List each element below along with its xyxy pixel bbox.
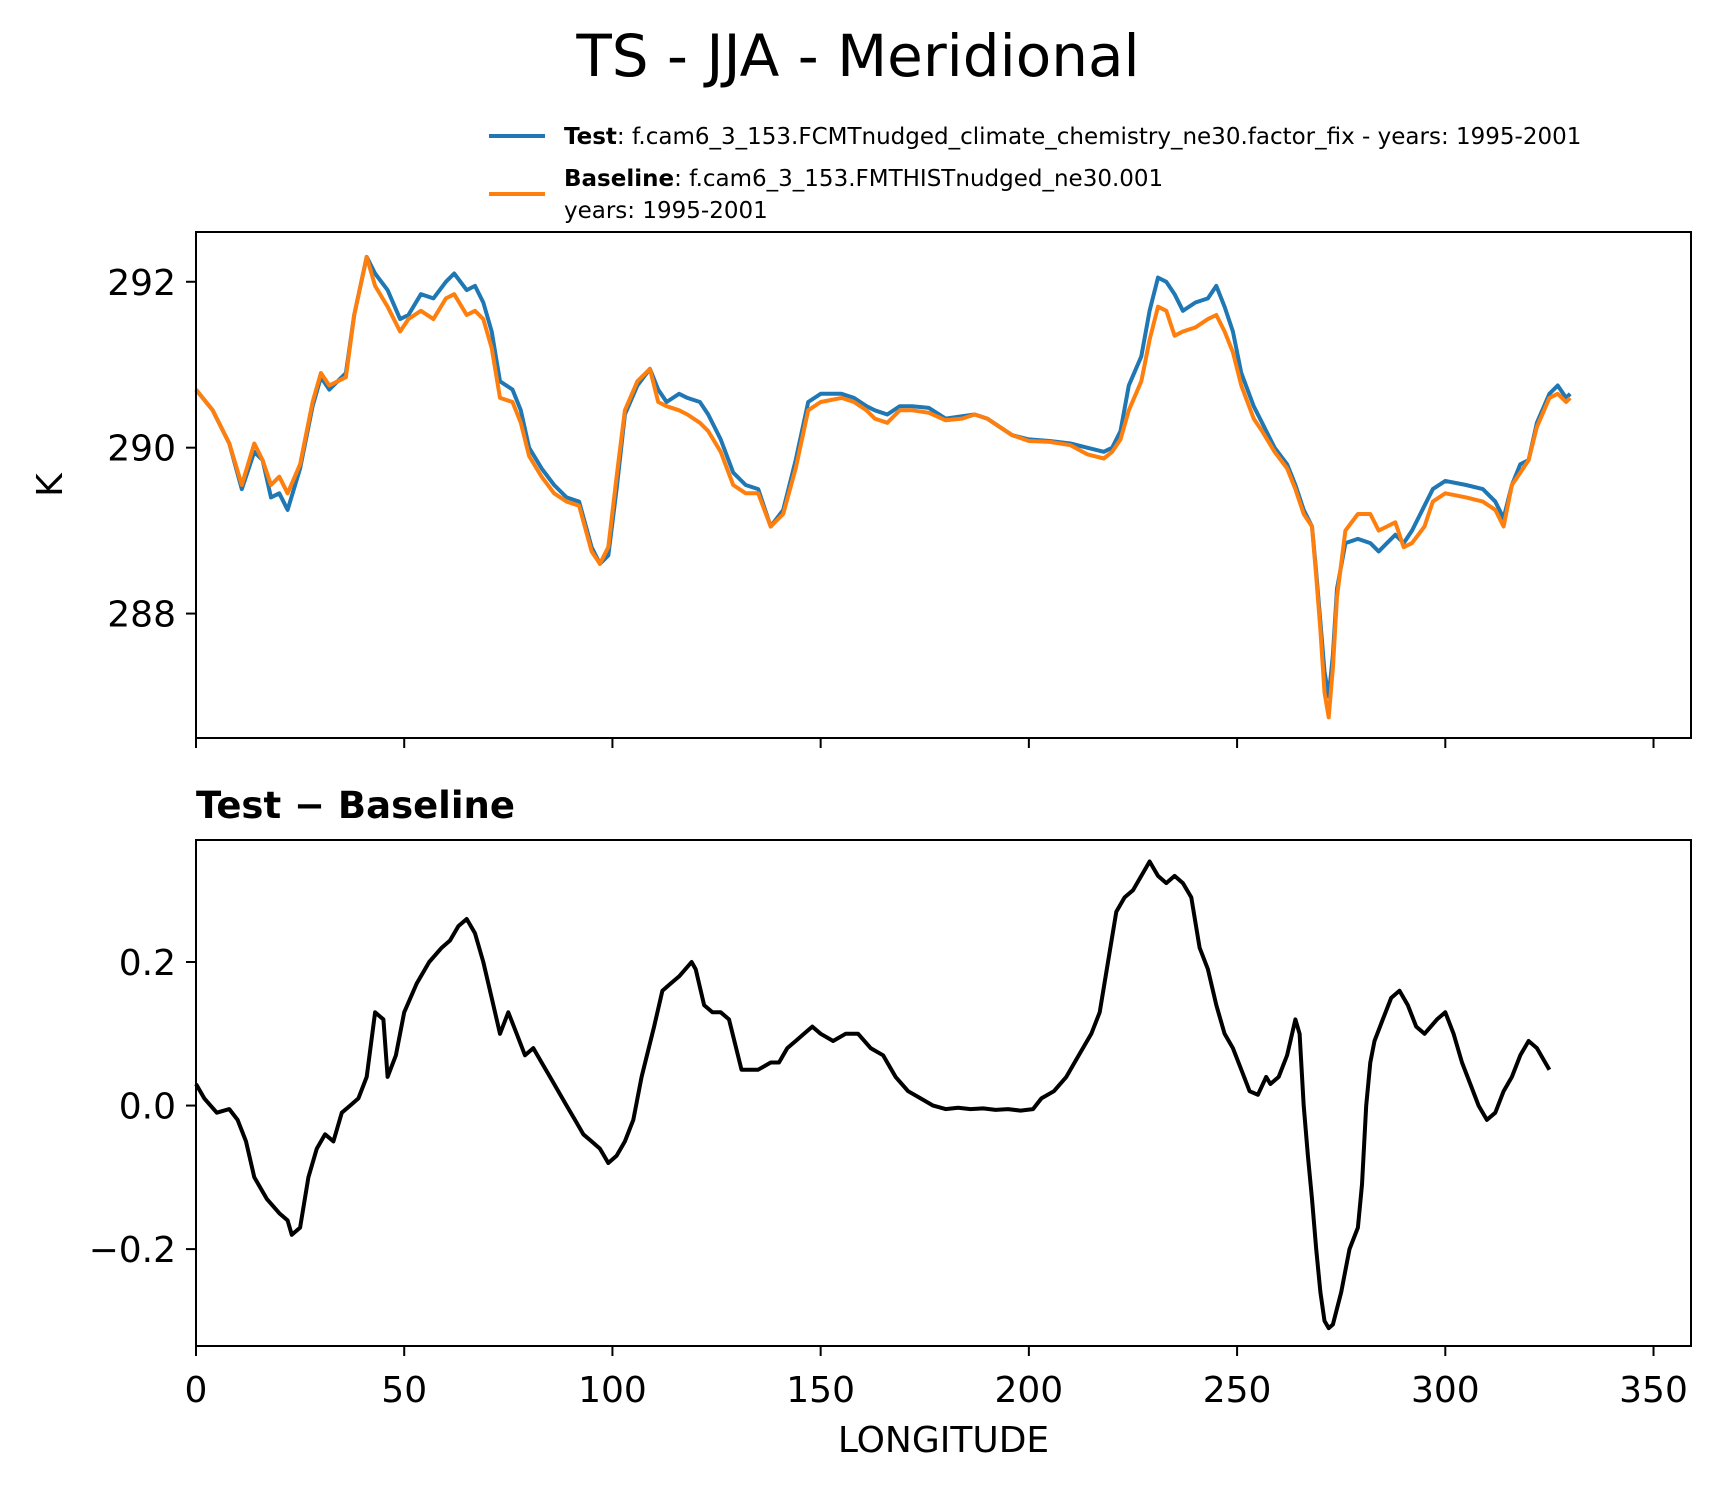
legend-baseline-name: Baseline (564, 166, 674, 192)
top-panel: 288 290 292 K (30, 231, 1692, 748)
panel-title: Test − Baseline (196, 784, 515, 827)
x-tick-label: 250 (1203, 1370, 1272, 1411)
series-line-difference (194, 859, 1552, 1331)
y-tick-label: 0.0 (119, 1087, 176, 1128)
difference-panel: −0.2 0.0 0.2 0 50 100 150 200 250 300 350 LONGITUDE… (89, 784, 1692, 1461)
x-tick-label: 200 (995, 1370, 1064, 1411)
x-tick-label: 100 (578, 1370, 647, 1411)
y-tick-label: 288 (107, 595, 176, 636)
x-tick-label: 50 (381, 1370, 427, 1411)
y-tick-label: 292 (107, 263, 176, 304)
x-axis-label: LONGITUDE (838, 1420, 1049, 1461)
y-axis-label: K (30, 472, 71, 497)
y-tick-label: 290 (107, 429, 176, 470)
x-tick-label: 350 (1619, 1370, 1688, 1411)
legend: Test: f.cam6_3_153.FCMTnudged_climate_ch… (489, 124, 1581, 224)
x-tick-label: 300 (1411, 1370, 1480, 1411)
legend-baseline-label: Baseline: f.cam6_3_153.FMTHISTnudged_ne3… (564, 166, 1163, 192)
legend-baseline-years: years: 1995-2001 (564, 198, 768, 224)
plot-frame (195, 231, 1692, 739)
series-line-test (194, 254, 1572, 699)
legend-test-text: : f.cam6_3_153.FCMTnudged_climate_chemis… (617, 124, 1581, 150)
x-tick-label: 150 (786, 1370, 855, 1411)
legend-test-name: Test (564, 124, 617, 150)
x-tick-label: 0 (185, 1370, 208, 1411)
series-line-baseline (194, 254, 1572, 720)
legend-baseline-text: : f.cam6_3_153.FMTHISTnudged_ne30.001 (674, 166, 1163, 192)
chart-title: TS - JJA - Meridional (575, 22, 1139, 90)
legend-test-label: Test: f.cam6_3_153.FCMTnudged_climate_ch… (564, 124, 1581, 150)
plot-frame (195, 839, 1692, 1347)
y-tick-label: −0.2 (89, 1230, 176, 1271)
y-tick-label: 0.2 (119, 943, 176, 984)
